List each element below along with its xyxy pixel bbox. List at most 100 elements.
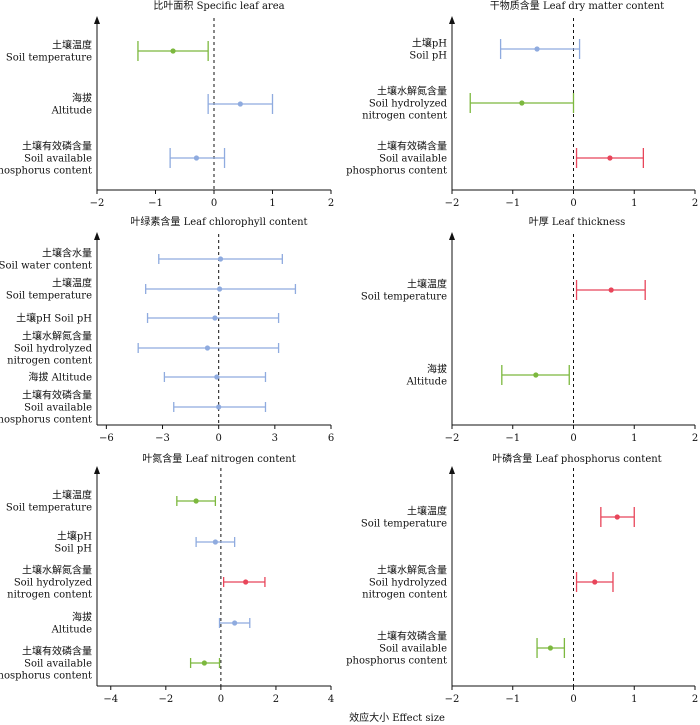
row-label: 海拔 [427, 363, 447, 376]
row-label: 海拔 Altitude [28, 371, 92, 384]
x-tick-label: −2 [445, 433, 460, 444]
row-label: 土壤温度 [52, 277, 92, 290]
panel-title: 比叶面积 Specific leaf area [153, 0, 284, 12]
row-label: phosphorus content [0, 415, 92, 426]
row-label: 土壤温度 [407, 505, 447, 518]
x-tick-label: −2 [90, 198, 105, 209]
row-label: 土壤有效磷含量 [377, 630, 447, 643]
row-label: 土壤温度 [407, 278, 447, 291]
row-label: 土壤水解氮含量 [377, 85, 447, 98]
panel-5: 叶氮含量 Leaf nitrogen content−4 −2 0 2 4土壤温度Soi… [0, 452, 334, 705]
x-tick-label: 1 [631, 198, 637, 209]
panel-title: 叶氮含量 Leaf nitrogen content [142, 452, 295, 465]
row-label: 土壤有效磷含量 [377, 140, 447, 153]
panel-6: 叶磷含量 Leaf phosphorus content−2 −1 0 1 2土壤温度S… [346, 452, 698, 705]
row-label: Soil available [24, 659, 92, 670]
y-axis-arrow [94, 16, 100, 24]
panel-3: 叶绿素含量 Leaf chlorophyll content −6 −3 0 3 6 土壤含… [0, 215, 334, 444]
point-estimate [237, 101, 243, 107]
row-label: 土壤含水量 [42, 247, 92, 260]
row-label: Soil temperature [361, 292, 447, 303]
x-tick-label: −1 [148, 198, 163, 209]
row-label: 土壤有效磷含量 [22, 140, 92, 153]
row-label: 土壤pH Soil pH [16, 312, 92, 325]
row-label: Altitude [51, 625, 92, 636]
x-tick-label: 3 [272, 433, 278, 444]
row-label: Soil available [24, 154, 92, 165]
point-estimate [547, 645, 554, 651]
point-estimate [592, 579, 598, 585]
row-label: phosphorus content [0, 166, 92, 177]
x-tick-label: −4 [103, 694, 118, 705]
row-label: phosphorus content [0, 671, 92, 682]
row-label: Soil pH [54, 544, 92, 555]
x-tick-label: −6 [99, 433, 114, 444]
point-estimate [204, 345, 211, 351]
row-label: Soil hydrolyzed [369, 578, 448, 589]
row-label: Altitude [51, 106, 92, 117]
y-axis-arrow [449, 16, 455, 24]
row-label: Soil available [379, 154, 447, 165]
row-label: phosphorus content [346, 166, 447, 177]
row-label: Soil temperature [6, 53, 92, 64]
point-estimate [212, 315, 218, 321]
row-label: 土壤水解氮含量 [22, 564, 92, 577]
x-tick-label: 0 [570, 433, 576, 444]
point-estimate [519, 100, 525, 106]
x-tick-label: 2 [692, 198, 698, 209]
y-axis-arrow [94, 232, 100, 240]
shared-x-axis-label: 效应大小 Effect size [349, 711, 445, 724]
x-tick-label: 1 [269, 198, 275, 209]
panel-title: 叶绿素含量 Leaf chlorophyll content [130, 215, 307, 228]
point-estimate [216, 404, 222, 410]
point-estimate [232, 620, 238, 626]
x-tick-label: 1 [631, 694, 637, 705]
point-estimate [193, 155, 200, 161]
row-label: 土壤pH [412, 37, 447, 50]
panel-title: 叶厚 Leaf thickness [529, 216, 626, 228]
point-estimate [201, 660, 207, 666]
x-tick-label: −1 [505, 433, 520, 444]
row-label: 海拔 [72, 92, 92, 105]
row-label: 土壤pH [57, 530, 92, 543]
row-label: Soil temperature [6, 291, 92, 302]
row-label: Soil hydrolyzed [14, 578, 93, 589]
x-tick-label: 0 [215, 433, 221, 444]
x-tick-label: 4 [328, 694, 334, 705]
x-tick-label: −1 [505, 198, 520, 209]
panel-title: 叶磷含量 Leaf phosphorus content [492, 452, 661, 465]
point-estimate [212, 539, 218, 545]
row-label: 土壤水解氮含量 [377, 564, 447, 577]
x-tick-label: 0 [218, 694, 224, 705]
row-label: 土壤水解氮含量 [22, 330, 92, 343]
row-label: Soil water content [0, 261, 92, 272]
x-tick-label: 2 [273, 694, 279, 705]
x-tick-label: 2 [692, 433, 698, 444]
row-label: 土壤温度 [52, 489, 92, 502]
x-tick-label: −1 [505, 694, 520, 705]
row-label: 土壤温度 [52, 39, 92, 52]
row-label: Altitude [406, 377, 447, 388]
y-axis-arrow [449, 466, 455, 474]
row-label: Soil hydrolyzed [369, 99, 448, 110]
row-label: 土壤有效磷含量 [22, 645, 92, 658]
point-estimate [214, 374, 220, 380]
row-label: nitrogen content [362, 111, 447, 122]
row-label: Soil pH [409, 51, 447, 62]
y-axis-arrow [449, 232, 455, 240]
row-label: 海拔 [72, 611, 92, 624]
panel-title: 干物质含量 Leaf dry matter content [490, 0, 664, 12]
x-tick-label: −3 [155, 433, 170, 444]
x-tick-label: 2 [692, 694, 698, 705]
row-label: nitrogen content [7, 590, 92, 601]
row-label: nitrogen content [7, 356, 92, 367]
point-estimate [614, 514, 620, 520]
point-estimate [607, 155, 613, 161]
x-tick-label: −2 [445, 198, 460, 209]
row-label: Soil temperature [6, 503, 92, 514]
point-estimate [534, 46, 540, 52]
x-tick-label: 0 [570, 694, 576, 705]
point-estimate [243, 579, 249, 585]
point-estimate [217, 256, 224, 262]
